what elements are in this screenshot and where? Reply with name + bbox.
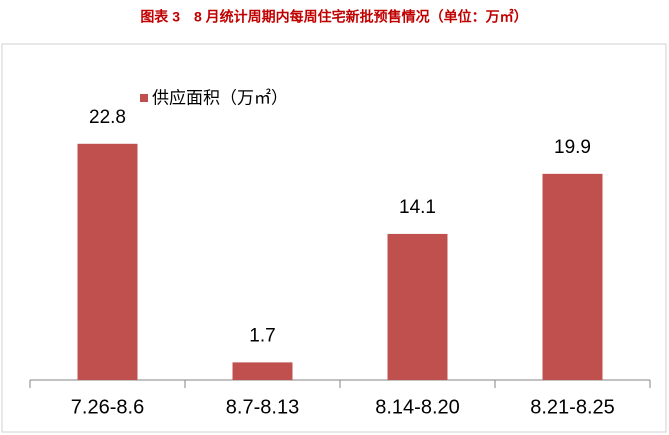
data-label: 14.1 (399, 197, 436, 218)
chart-title: 图表 3 8 月统计周期内每周住宅新批预售情况（单位：万㎡） (140, 9, 527, 25)
data-label: 19.9 (554, 137, 591, 158)
data-label: 22.8 (89, 107, 126, 128)
x-tick-label: 7.26-8.6 (71, 396, 144, 418)
x-tick-label: 8.7-8.13 (226, 396, 299, 418)
data-label: 1.7 (249, 325, 275, 346)
legend-swatch (140, 94, 148, 102)
x-tick-label: 8.14-8.20 (375, 396, 460, 418)
bar (232, 362, 293, 380)
legend-label: 供应面积（万㎡） (152, 88, 288, 107)
x-tick-label: 8.21-8.25 (530, 396, 615, 418)
bar (77, 143, 138, 380)
bar (387, 233, 448, 380)
bar (542, 173, 603, 380)
chart-frame (1, 43, 667, 433)
